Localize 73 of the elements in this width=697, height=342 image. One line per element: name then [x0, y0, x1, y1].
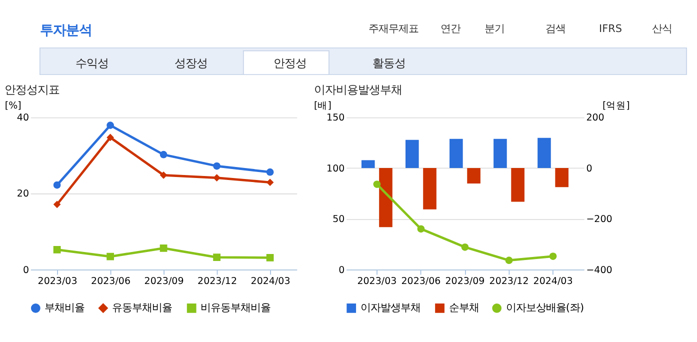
text: 연간 — [440, 22, 461, 35]
text: 분기 — [484, 22, 504, 35]
chart-title: 이자비용발생부채 — [314, 82, 402, 97]
bar — [555, 168, 568, 188]
x-tick-label: 2023/09 — [445, 276, 485, 288]
text: 투자분석 — [40, 24, 92, 39]
text: 안정성 — [274, 56, 307, 70]
bar — [467, 168, 480, 184]
bar — [494, 138, 507, 168]
point — [53, 200, 61, 208]
bar — [406, 140, 419, 168]
text: 산식 — [652, 22, 672, 35]
x-tick-label: 2023/06 — [91, 276, 131, 288]
legend-label: 순부채 — [448, 302, 479, 314]
y-tick-label: 0 — [338, 264, 345, 276]
point — [160, 171, 168, 179]
bar — [450, 138, 463, 168]
y-tick-label: 100 — [326, 163, 345, 174]
bar — [511, 168, 524, 202]
point — [461, 243, 469, 251]
chart-title: 안정성지표 — [4, 82, 60, 97]
y2-tick-label: 0 — [586, 163, 592, 174]
point — [549, 252, 557, 260]
y-tick-label: 0 — [22, 264, 29, 276]
text: 검색 — [545, 22, 566, 35]
y2-tick-label: −400 — [586, 264, 612, 276]
y-tick-label: 150 — [326, 112, 345, 124]
x-tick-label: 2024/03 — [250, 276, 290, 288]
point — [213, 174, 220, 182]
point — [417, 225, 425, 233]
legend-label: 이자발생부채 — [360, 302, 420, 314]
x-tick-label: 2023/12 — [198, 276, 238, 288]
legend-label: 비유동부채비율 — [200, 302, 271, 314]
point — [213, 254, 220, 261]
point — [266, 254, 274, 262]
x-tick-label: 2023/03 — [357, 276, 397, 288]
text: 수익성 — [76, 56, 109, 70]
y2-tick-label: −200 — [586, 214, 612, 226]
legend-label: 유동부채비율 — [112, 302, 172, 314]
point — [160, 244, 168, 252]
legend-label: 부채비율 — [44, 302, 85, 314]
point — [53, 181, 61, 189]
point — [53, 246, 61, 254]
bar — [379, 168, 392, 228]
y-axis-title: [%] — [4, 100, 22, 112]
point — [106, 122, 114, 129]
point — [213, 162, 220, 170]
y2-axis-title: [억원] — [602, 100, 630, 112]
point — [160, 150, 168, 158]
x-tick-label: 2023/03 — [38, 276, 78, 288]
y-tick-label: 50 — [332, 214, 345, 226]
point — [106, 134, 114, 142]
point — [505, 256, 513, 264]
x-tick-label: 2023/06 — [401, 276, 441, 288]
y-tick-label: 40 — [16, 112, 29, 124]
text: 주재무제표 — [368, 22, 419, 35]
bar — [423, 168, 436, 210]
bar — [361, 160, 375, 168]
legend-label: 이자보상배율(좌) — [506, 302, 584, 314]
x-tick-label: 2023/12 — [489, 276, 529, 288]
x-tick-label: 2023/09 — [144, 276, 184, 288]
bar — [538, 138, 551, 168]
point — [106, 252, 114, 260]
y2-tick-label: 200 — [586, 112, 604, 124]
y-tick-label: 20 — [16, 188, 29, 200]
text: IFRS — [598, 22, 622, 35]
text: 활동성 — [372, 56, 406, 70]
point — [373, 180, 381, 188]
y-axis-title: [배] — [314, 100, 332, 112]
point — [266, 168, 274, 176]
text: 성장성 — [174, 56, 208, 70]
x-tick-label: 2024/03 — [533, 276, 573, 288]
point — [266, 178, 274, 186]
